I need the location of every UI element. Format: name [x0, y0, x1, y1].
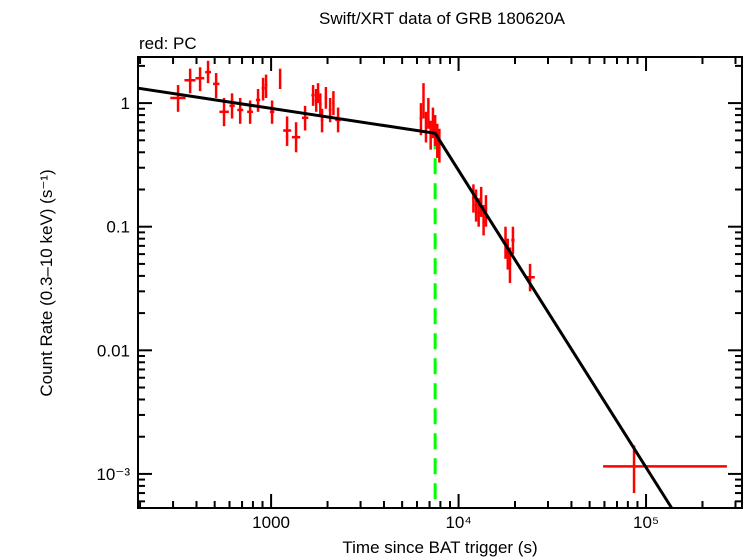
x-tick-label: 10⁴ [445, 513, 471, 532]
plot-frame [137, 56, 743, 509]
data-point [479, 186, 483, 217]
axis-ticks [138, 57, 742, 508]
model-line [137, 86, 673, 509]
data-point [283, 116, 292, 146]
data-point [205, 60, 211, 84]
data-point [255, 89, 261, 112]
data-point [261, 77, 265, 101]
data-point [603, 445, 727, 494]
model-fit-line [137, 86, 673, 509]
y-tick-label: 10⁻³ [96, 465, 130, 484]
data-point [278, 68, 282, 90]
data-points [170, 60, 727, 494]
data-point [484, 195, 488, 227]
data-point [438, 128, 441, 163]
data-point [316, 83, 320, 104]
data-point [318, 93, 322, 116]
data-point [506, 238, 510, 270]
data-point [472, 184, 475, 213]
y-tick-label: 1 [121, 94, 130, 113]
x-tick-label: 10⁵ [633, 513, 659, 532]
data-point [237, 97, 244, 124]
data-point [170, 85, 186, 112]
data-point [264, 74, 268, 98]
x-axis-label: Time since BAT trigger (s) [342, 538, 537, 557]
x-tick-label: 1000 [252, 513, 290, 532]
data-point [213, 73, 220, 98]
data-point [427, 97, 430, 129]
data-point [184, 68, 196, 94]
data-point [324, 86, 328, 109]
data-point [301, 105, 309, 131]
data-point [436, 123, 439, 158]
y-axis-label: Count Rate (0.3–10 keV) (s⁻¹) [37, 169, 56, 396]
data-point [291, 122, 301, 153]
chart-title: Swift/XRT data of GRB 180620A [319, 9, 566, 28]
y-tick-label: 0.01 [97, 341, 130, 360]
data-point [474, 189, 478, 222]
data-point [433, 115, 437, 146]
data-point [311, 85, 315, 106]
y-tick-label: 0.1 [106, 218, 130, 237]
data-point [332, 91, 335, 116]
data-point [422, 83, 425, 119]
data-point [320, 108, 324, 133]
data-point [229, 93, 235, 119]
data-point [429, 120, 432, 150]
chart-subtitle: red: PC [139, 34, 197, 53]
data-point [424, 111, 428, 143]
tick-labels: 1000 10⁴ 10⁵ 1 0.1 0.01 10⁻³ [96, 94, 659, 532]
data-point [195, 67, 205, 92]
data-point [511, 226, 515, 255]
data-point [269, 100, 275, 124]
